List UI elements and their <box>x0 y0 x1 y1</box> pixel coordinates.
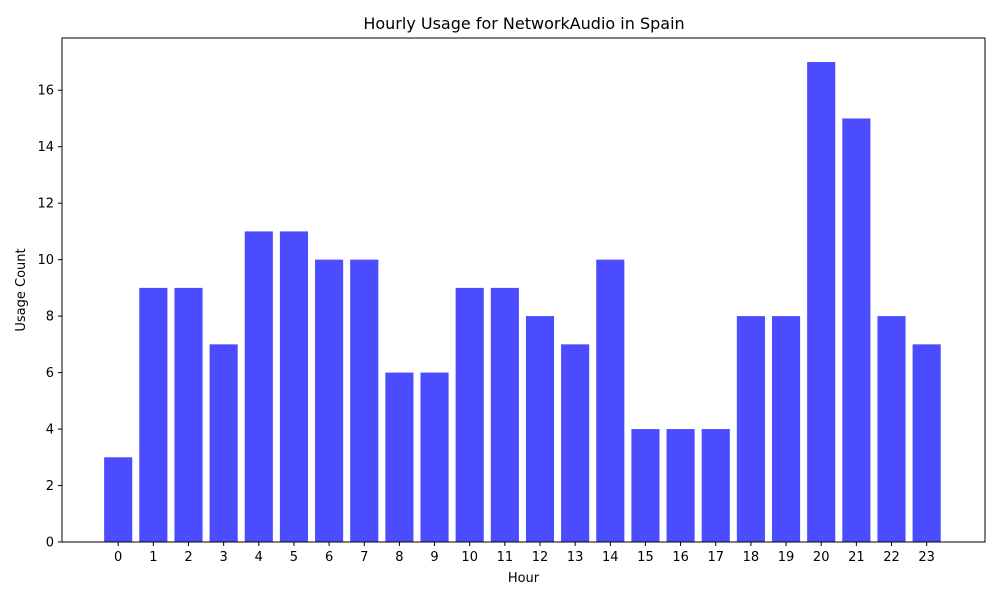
bar-hour-4 <box>244 231 273 542</box>
bar-hour-15 <box>631 429 660 542</box>
x-tick-label: 11 <box>497 550 514 565</box>
y-tick-label: 16 <box>37 84 54 99</box>
chart-title: Hourly Usage for NetworkAudio in Spain <box>363 14 684 33</box>
bar-hour-14 <box>596 259 625 542</box>
bar-hour-23 <box>912 344 941 542</box>
bar-hour-16 <box>666 429 695 542</box>
bar-hour-22 <box>877 316 906 542</box>
x-tick-label: 4 <box>255 550 263 565</box>
plot-frame <box>61 37 986 543</box>
x-tick-label: 15 <box>637 550 654 565</box>
bar-hour-2 <box>174 287 203 542</box>
x-tick-label: 17 <box>707 550 724 565</box>
y-tick-label: 0 <box>46 536 54 551</box>
y-axis: 0 2 4 6 8 10 12 14 16 <box>37 84 62 551</box>
y-tick-label: 6 <box>46 366 54 381</box>
x-tick-label: 8 <box>395 550 403 565</box>
x-tick-label: 12 <box>532 550 549 565</box>
x-tick-label: 0 <box>114 550 122 565</box>
y-tick-label: 2 <box>46 479 54 494</box>
bar-hour-18 <box>736 316 765 542</box>
bar-hour-1 <box>139 287 168 542</box>
bar-hour-9 <box>420 372 449 542</box>
bar-hour-0 <box>104 457 133 542</box>
bar-hour-13 <box>561 344 590 542</box>
bar-hour-5 <box>279 231 309 542</box>
x-tick-label: 18 <box>743 550 760 565</box>
bar-hour-6 <box>315 259 344 542</box>
x-tick-label: 7 <box>360 550 368 565</box>
bar-hour-7 <box>350 259 379 542</box>
x-tick-label: 10 <box>461 550 478 565</box>
x-tick-label: 21 <box>848 550 865 565</box>
y-tick-label: 8 <box>46 310 54 325</box>
x-tick-label: 5 <box>290 550 298 565</box>
x-tick-label: 3 <box>220 550 228 565</box>
bar-hour-21 <box>842 118 871 542</box>
x-axis: 0 1 2 3 4 5 6 7 8 9 10 11 12 13 14 15 16 17 18 19 20 21 22 23 <box>114 542 935 565</box>
bars-group <box>104 62 941 542</box>
y-tick-label: 10 <box>37 253 54 268</box>
x-tick-label: 2 <box>184 550 192 565</box>
bar-hour-8 <box>385 372 414 542</box>
y-axis-label: Usage Count <box>14 248 29 331</box>
bar-hour-11 <box>490 287 519 542</box>
y-tick-label: 4 <box>46 423 54 438</box>
bar-hour-17 <box>701 429 730 542</box>
bar-hour-10 <box>455 287 484 542</box>
bar-hour-12 <box>525 316 555 542</box>
x-tick-label: 14 <box>602 550 619 565</box>
x-tick-label: 22 <box>883 550 900 565</box>
x-tick-label: 1 <box>149 550 157 565</box>
x-tick-label: 16 <box>672 550 689 565</box>
x-axis-label: Hour <box>508 571 540 586</box>
bar-hour-19 <box>771 316 801 542</box>
y-tick-label: 14 <box>37 140 54 155</box>
x-tick-label: 9 <box>430 550 438 565</box>
x-tick-label: 13 <box>567 550 584 565</box>
x-tick-label: 23 <box>918 550 935 565</box>
bar-hour-20 <box>807 62 836 542</box>
x-tick-label: 6 <box>325 550 333 565</box>
x-tick-label: 19 <box>778 550 795 565</box>
y-tick-label: 12 <box>37 197 54 212</box>
x-tick-label: 20 <box>813 550 830 565</box>
bar-hour-3 <box>209 344 238 542</box>
